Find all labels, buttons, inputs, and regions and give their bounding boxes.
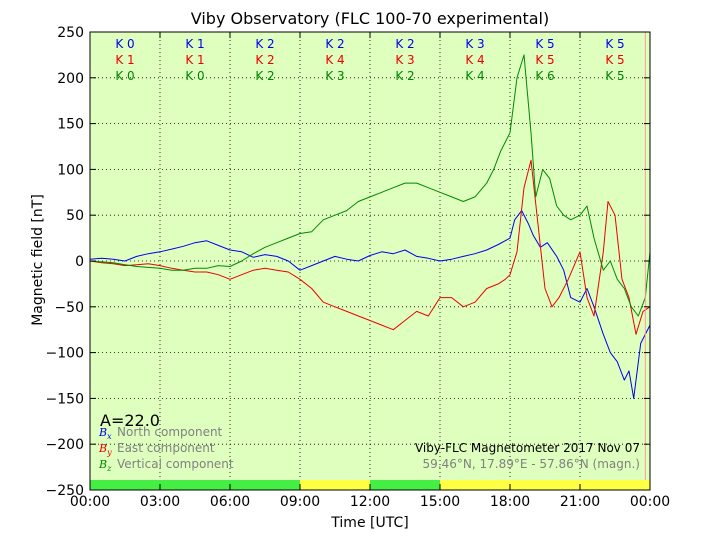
k-index-blue: K 2 [255, 37, 274, 51]
x-tick-label: 03:00 [140, 494, 180, 510]
x-axis-ticks: 00:00 03:00 06:00 09:00 12:00 15:00 18:00 21:00… [70, 32, 670, 510]
legend-label-y: East component [117, 441, 215, 455]
k-index-blue: K 3 [465, 37, 484, 51]
k-index-red: K 3 [395, 53, 414, 67]
k-index-red: K 2 [255, 53, 274, 67]
x-axis-label: Time [UTC] [330, 515, 408, 531]
series-line-x [89, 210, 651, 399]
k-index-table: K 0 K 1 K 2 K 2 K 2 K 3 K 5 K 5 K 1 K 1 K 2 K 4 K 3 K… [115, 37, 624, 83]
y-axis-ticks: 250 200 150 100 50 0 −50 −100 −150 −200 −250 [46, 25, 650, 499]
status-segment [440, 480, 650, 490]
x-tick-label: 00:00 [70, 494, 110, 510]
station-coordinates: 59.46°N, 17.89°E - 57.86°N (magn.) [423, 457, 640, 471]
k-index-blue: K 2 [325, 37, 344, 51]
k-index-blue: K 0 [115, 37, 134, 51]
y-tick-label: 50 [66, 208, 84, 224]
x-tick-label: 15:00 [420, 494, 460, 510]
y-tick-label: 100 [57, 162, 84, 178]
y-tick-label: −200 [46, 437, 84, 453]
k-index-red: K 1 [115, 53, 134, 67]
status-segment [90, 480, 300, 490]
x-tick-label: 09:00 [280, 494, 320, 510]
y-tick-label: 150 [57, 117, 84, 133]
x-tick-label: 12:00 [350, 494, 390, 510]
y-axis-label: Magnetic field [nT] [30, 194, 46, 326]
series-line-z [89, 54, 651, 317]
k-index-red: K 4 [325, 53, 344, 67]
y-tick-label: 250 [57, 25, 84, 41]
status-segment [370, 480, 440, 490]
chart-title: Viby Observatory (FLC 100-70 experimenta… [191, 9, 550, 28]
k-index-blue: K 2 [395, 37, 414, 51]
a-index-label: A=22.0 [100, 411, 160, 430]
k-index-red: K 1 [185, 53, 204, 67]
series-line-y [89, 159, 651, 335]
x-tick-label: 21:00 [560, 494, 600, 510]
k-index-green: K 0 [115, 69, 134, 83]
y-tick-label: 200 [57, 71, 84, 87]
k-index-red: K 5 [535, 53, 554, 67]
magnetometer-credit: Viby-FLC Magnetometer 2017 Nov 07 [415, 441, 640, 455]
k-index-green: K 4 [465, 69, 484, 83]
k-index-green: K 2 [255, 69, 274, 83]
k-index-green: K 0 [185, 69, 204, 83]
y-tick-label: 0 [75, 254, 84, 270]
k-index-green: K 2 [395, 69, 414, 83]
k-index-blue: K 5 [605, 37, 624, 51]
k-index-green: K 3 [325, 69, 344, 83]
k-index-blue: K 5 [535, 37, 554, 51]
x-tick-label: 00:00 [630, 494, 670, 510]
k-index-red: K 5 [605, 53, 624, 67]
y-tick-label: −250 [46, 483, 84, 499]
x-tick-label: 18:00 [490, 494, 530, 510]
legend-label-z: Vertical component [117, 457, 234, 471]
k-index-green: K 6 [535, 69, 554, 83]
k-index-red: K 4 [465, 53, 484, 67]
legend-label-x: North component [117, 425, 223, 439]
k-index-green: K 5 [605, 69, 624, 83]
status-segment [300, 480, 370, 490]
k-index-blue: K 1 [185, 37, 204, 51]
y-tick-label: −50 [54, 300, 84, 316]
y-tick-label: −150 [46, 391, 84, 407]
status-bar [90, 480, 650, 490]
y-tick-label: −100 [46, 346, 84, 362]
series-lines [89, 54, 651, 399]
x-tick-label: 06:00 [210, 494, 250, 510]
